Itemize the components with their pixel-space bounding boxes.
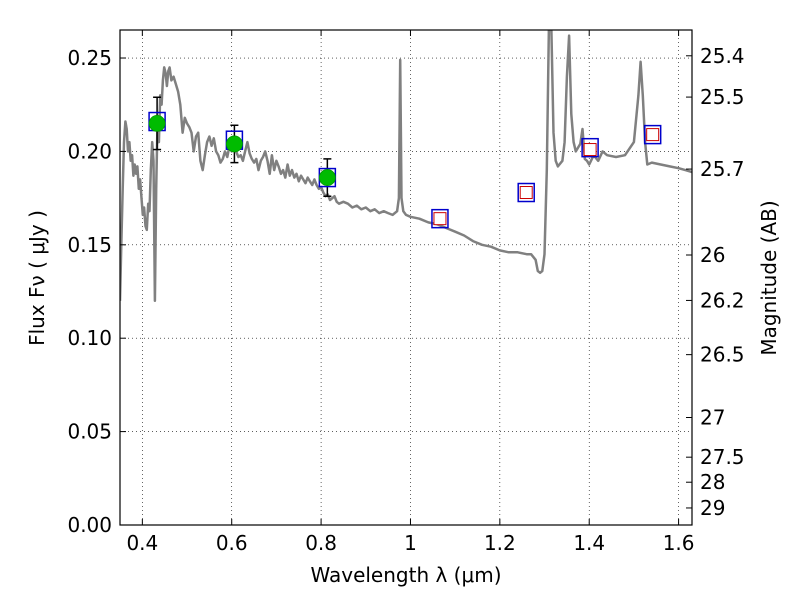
magnitude-tick-label: 26.5 xyxy=(700,343,745,367)
y-right-axis-title: Magnitude (AB) xyxy=(757,200,781,355)
magnitude-tick-label: 29 xyxy=(700,496,725,520)
y-tick-label: 0.20 xyxy=(67,139,112,163)
x-tick-label: 0.4 xyxy=(126,531,158,555)
y-tick-label: 0.10 xyxy=(67,326,112,350)
x-tick-label: 0.6 xyxy=(216,531,248,555)
model-photometry-square xyxy=(643,124,662,145)
predicted-flux-square xyxy=(519,186,533,200)
x-tick-label: 0.8 xyxy=(305,531,337,555)
y-tick-label: 0.00 xyxy=(67,513,112,537)
x-tick-label: 1.4 xyxy=(573,531,605,555)
plot-frame xyxy=(119,29,693,526)
model-spectrum-line xyxy=(120,30,692,303)
predicted-flux-square xyxy=(433,212,447,226)
predicted-flux-square xyxy=(583,143,597,157)
observed-photometry-point xyxy=(148,114,166,132)
x-tick-label: 1.2 xyxy=(484,531,516,555)
predicted-flux-square xyxy=(646,128,660,142)
model-photometry-square xyxy=(431,208,449,229)
magnitude-tick-label: 28 xyxy=(700,470,725,494)
x-tick-label: 1.6 xyxy=(663,531,695,555)
x-axis-title: Wavelength λ (μm) xyxy=(310,563,501,587)
model-photometry-square xyxy=(517,182,535,203)
x-tick-label: 1 xyxy=(404,531,417,555)
magnitude-tick-label: 25.5 xyxy=(700,85,745,109)
magnitude-tick-label: 25.4 xyxy=(700,44,745,68)
y-axis-title: Flux Fν ( μJy ) xyxy=(25,210,49,346)
magnitude-tick-label: 25.7 xyxy=(700,157,745,181)
observed-photometry-point xyxy=(225,135,243,153)
model-photometry-square xyxy=(581,137,599,158)
y-tick-label: 0.25 xyxy=(67,46,112,70)
magnitude-tick-label: 27.5 xyxy=(700,445,745,469)
y-tick-label: 0.15 xyxy=(67,233,112,257)
y-tick-label: 0.05 xyxy=(67,420,112,444)
magnitude-tick-label: 27 xyxy=(700,406,725,430)
plot-area xyxy=(120,30,692,525)
magnitude-tick-label: 26.2 xyxy=(700,288,745,312)
observed-photometry-point xyxy=(318,169,336,186)
magnitude-tick-label: 26 xyxy=(700,243,725,267)
